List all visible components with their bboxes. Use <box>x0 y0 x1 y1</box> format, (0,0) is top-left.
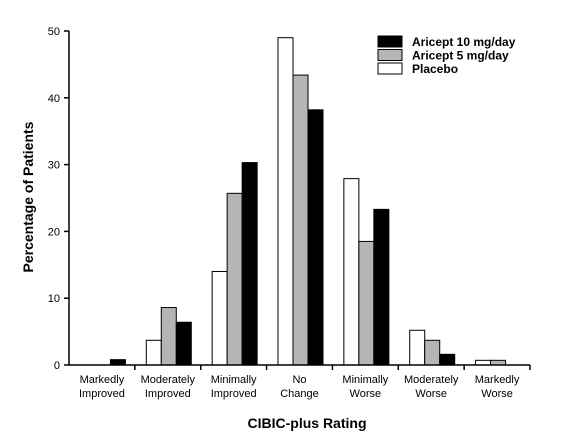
x-category-label: Moderately <box>141 374 196 386</box>
bar-placebo-5 <box>409 329 426 366</box>
bar-aricept-5-mg-day-1 <box>160 307 177 366</box>
y-tick-label: 30 <box>48 160 60 172</box>
legend-swatch <box>377 62 403 75</box>
legend-swatch <box>377 35 403 48</box>
bar-aricept-5-mg-day-2 <box>226 192 243 366</box>
bar-placebo-1 <box>145 339 162 366</box>
bar-aricept-10-mg-day-2 <box>241 162 258 366</box>
y-axis-title: Percentage of Patients <box>20 121 36 272</box>
bar-aricept-10-mg-day-3 <box>307 109 324 366</box>
bar-aricept-5-mg-day-5 <box>424 339 441 366</box>
x-category-label: No <box>292 374 306 386</box>
x-category-label: Minimally <box>342 374 388 386</box>
legend-swatch <box>377 49 403 61</box>
plot-area <box>109 37 507 366</box>
bar-aricept-10-mg-day-4 <box>373 208 390 366</box>
x-axis-title: CIBIC-plus Rating <box>248 415 367 431</box>
x-axis: Markedly Improved Moderately Improved Minima… <box>69 364 531 400</box>
bar-placebo-3 <box>277 37 294 366</box>
legend-label: Placebo <box>412 62 458 76</box>
x-category-label: Worse <box>481 388 513 400</box>
bar-placebo-2 <box>211 270 228 366</box>
x-category-label: Change <box>280 388 319 400</box>
x-category-label: Worse <box>415 388 447 400</box>
x-category-label: Markedly <box>475 374 520 386</box>
bar-aricept-10-mg-day-1 <box>175 321 192 366</box>
x-category-label: Minimally <box>211 374 257 386</box>
bar-placebo-4 <box>343 178 360 366</box>
x-category-label: Improved <box>211 388 257 400</box>
bar-aricept-5-mg-day-3 <box>292 74 309 366</box>
y-tick-label: 0 <box>54 360 60 372</box>
x-category-label: Moderately <box>404 374 459 386</box>
x-category-label: Markedly <box>80 374 125 386</box>
bar-aricept-10-mg-day-0 <box>109 359 126 366</box>
bar-aricept-5-mg-day-4 <box>358 240 375 366</box>
legend-label: Aricept 5 mg/day <box>412 49 509 63</box>
x-category-label: Worse <box>350 388 382 400</box>
y-tick-label: 20 <box>48 226 60 238</box>
x-category-label: Improved <box>79 388 125 400</box>
x-category-label: Improved <box>145 388 191 400</box>
bar-aricept-10-mg-day-5 <box>439 353 456 366</box>
y-tick-label: 40 <box>48 93 60 105</box>
y-axis: 0 10 20 30 40 50 <box>48 26 70 372</box>
legend-label: Aricept 10 mg/day <box>412 35 516 49</box>
y-tick-label: 10 <box>48 293 60 305</box>
y-tick-label: 50 <box>48 26 60 38</box>
